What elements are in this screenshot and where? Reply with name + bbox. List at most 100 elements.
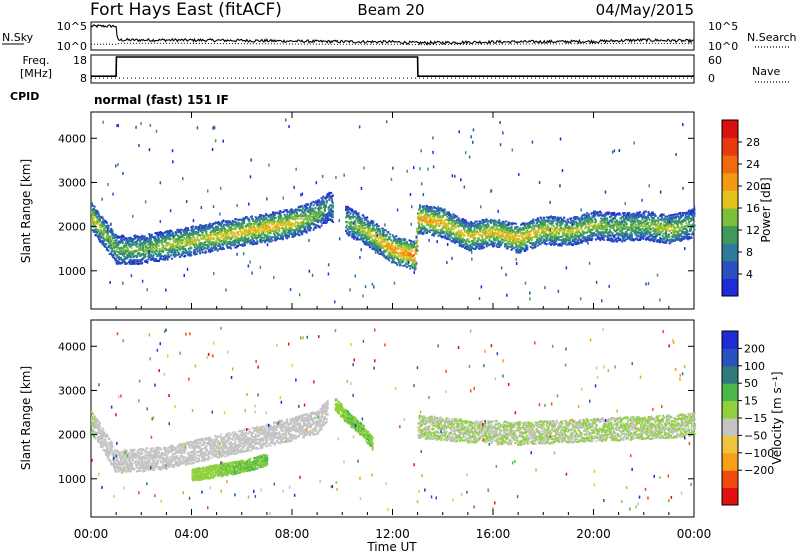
power-point (153, 248, 155, 250)
power-point (211, 233, 213, 235)
power-point (490, 234, 492, 236)
power-point (508, 221, 510, 223)
power-point (251, 215, 253, 217)
power-point (325, 219, 327, 221)
power-point (474, 221, 476, 223)
power-point (481, 227, 483, 229)
power-point (123, 236, 125, 238)
power-point (248, 237, 250, 239)
power-point (458, 217, 460, 219)
power-point (359, 227, 361, 229)
power-point (235, 218, 237, 220)
power-point (248, 229, 250, 231)
power-point (124, 256, 126, 258)
power-point (204, 238, 206, 240)
power-point (537, 245, 539, 247)
power-point (240, 238, 242, 240)
power-point (482, 229, 484, 231)
power-point (136, 256, 138, 258)
power-point (255, 233, 257, 235)
power-point (404, 239, 406, 241)
power-point (389, 248, 391, 250)
power-point (496, 224, 498, 226)
power-point (504, 231, 506, 233)
power-point (499, 234, 501, 236)
power-point (299, 209, 301, 211)
power-point (409, 243, 411, 245)
power-point (387, 232, 389, 234)
nsky-label: N.Sky (2, 31, 34, 44)
power-point (328, 195, 330, 197)
power-point (388, 257, 390, 259)
power-point (503, 222, 505, 224)
power-point (474, 234, 476, 236)
power-point (299, 206, 301, 208)
power-point (241, 219, 243, 221)
power-point (145, 242, 147, 244)
power-point (106, 222, 108, 224)
power-point (508, 234, 510, 236)
power-point (277, 237, 279, 239)
power-point (517, 247, 519, 249)
power-point (431, 210, 433, 212)
power-point (223, 224, 225, 226)
power-point (428, 224, 430, 226)
power-point (162, 250, 164, 252)
power-point (316, 217, 318, 219)
power-point (349, 231, 351, 233)
power-point (388, 259, 390, 261)
power-point (347, 221, 349, 223)
power-point (145, 256, 147, 258)
power-point (121, 259, 123, 261)
power-point (363, 227, 365, 229)
power-point (202, 232, 204, 234)
power-point (303, 220, 305, 222)
power-point (102, 219, 104, 221)
power-point (168, 236, 170, 238)
power-point (318, 199, 320, 201)
power-point (216, 241, 218, 243)
power-point (180, 236, 182, 238)
power-point (374, 234, 376, 236)
power-point (406, 266, 408, 268)
power-point (426, 232, 428, 234)
power-point (176, 245, 178, 247)
power-point (240, 244, 242, 246)
power-point (286, 235, 288, 237)
power-point (493, 245, 495, 247)
power-point (534, 246, 536, 248)
power-point (196, 253, 198, 255)
power-point (470, 244, 472, 246)
power-point (153, 254, 155, 256)
power-point (324, 210, 326, 212)
power-point (184, 241, 186, 243)
power-point (273, 216, 275, 218)
power-point (218, 245, 220, 247)
power-point (102, 225, 104, 227)
power-point (190, 254, 192, 256)
power-point (487, 242, 489, 244)
power-point (332, 202, 334, 204)
power-panel-frame (91, 112, 694, 309)
power-point (260, 222, 262, 224)
power-point (323, 201, 325, 203)
power-point (188, 238, 190, 240)
power-point (262, 237, 264, 239)
power-point (410, 241, 412, 243)
power-point (438, 212, 440, 214)
power-point (474, 240, 476, 242)
power-point (205, 230, 207, 232)
power-point (423, 211, 425, 213)
power-point (364, 219, 366, 221)
power-point (182, 242, 184, 244)
power-point (232, 228, 234, 230)
power-point (351, 231, 353, 233)
power-point (211, 247, 213, 249)
power-point (378, 238, 380, 240)
power-point (418, 221, 420, 223)
power-point (402, 249, 404, 251)
power-point (362, 224, 364, 226)
power-point (498, 232, 500, 234)
power-point (468, 241, 470, 243)
power-point (474, 237, 476, 239)
